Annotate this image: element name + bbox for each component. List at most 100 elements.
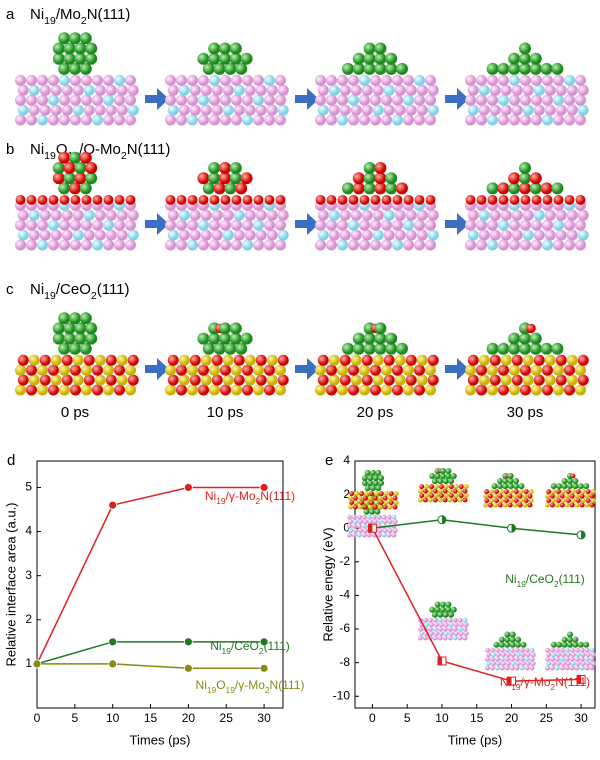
atom (520, 652, 526, 658)
atom (364, 469, 371, 476)
atom (551, 661, 557, 667)
atom (105, 209, 117, 221)
atom (442, 497, 448, 503)
atom (524, 665, 530, 671)
atom (518, 483, 525, 490)
atom (434, 606, 441, 613)
atom (533, 354, 545, 366)
atom (178, 354, 190, 366)
atom (92, 94, 103, 106)
atom (28, 104, 40, 116)
atom (361, 84, 373, 96)
atom (235, 182, 248, 195)
atom (114, 114, 125, 126)
atom (125, 194, 136, 205)
atom (519, 665, 525, 671)
atom (555, 84, 567, 96)
atom (424, 484, 430, 490)
atom (549, 647, 555, 653)
atom (489, 84, 501, 96)
atom (342, 342, 354, 355)
atom (510, 652, 516, 658)
atom (522, 229, 534, 241)
atom (392, 219, 403, 231)
atom (509, 239, 520, 251)
atom (525, 652, 531, 658)
atom (519, 42, 531, 55)
atom (127, 84, 139, 96)
atom (566, 209, 578, 221)
atom (198, 239, 209, 251)
atom (58, 62, 71, 75)
atom (381, 532, 387, 538)
atom (370, 384, 381, 396)
atom (361, 354, 373, 366)
atom (498, 636, 505, 643)
atom (507, 502, 513, 508)
atom (561, 478, 568, 485)
atom (450, 606, 457, 613)
atom (553, 94, 564, 106)
atom (264, 384, 275, 396)
atom (522, 104, 534, 116)
atom (176, 219, 187, 231)
atom (229, 52, 242, 65)
atom (509, 384, 520, 396)
atom (176, 114, 187, 126)
atom (540, 62, 553, 75)
arrow (145, 358, 169, 380)
atom (498, 94, 509, 106)
atom (553, 239, 564, 251)
arrow (145, 213, 169, 235)
atom (61, 229, 73, 241)
atom (167, 374, 179, 386)
atom (517, 502, 523, 508)
atom (527, 502, 533, 508)
atom (28, 354, 40, 366)
atom (264, 194, 275, 205)
atom (590, 489, 596, 495)
atom (219, 322, 231, 335)
atom (326, 74, 337, 86)
atom (429, 484, 435, 490)
atom (374, 342, 387, 355)
atom (326, 94, 337, 106)
atom (83, 209, 95, 221)
atom (337, 239, 348, 251)
atom (414, 219, 425, 231)
atom (494, 498, 500, 504)
atom (240, 52, 253, 65)
atom (424, 622, 430, 628)
atom (529, 647, 535, 653)
arrow (145, 88, 169, 110)
atom (570, 652, 576, 658)
atom (448, 493, 454, 499)
atom (125, 114, 136, 126)
atom (328, 209, 340, 221)
x-tick-label: 0 (34, 711, 41, 725)
atom (28, 209, 40, 221)
atom (566, 84, 578, 96)
atom (393, 491, 399, 497)
series-label-part: 19 (226, 685, 236, 695)
atom (253, 194, 264, 205)
atom (222, 374, 234, 386)
atom (432, 617, 438, 623)
atom (361, 104, 373, 116)
atom (63, 322, 76, 335)
atom (514, 656, 520, 662)
x-tick-label: 10 (435, 711, 449, 725)
atom (372, 374, 384, 386)
atom (403, 194, 414, 205)
atom (452, 488, 458, 494)
atom (266, 104, 278, 116)
atom (39, 209, 51, 221)
atom (575, 219, 586, 231)
marker (32, 659, 42, 669)
atom (564, 665, 570, 671)
atom (378, 500, 384, 506)
atom (85, 42, 98, 55)
atom (350, 84, 362, 96)
atom (427, 374, 439, 386)
atom (497, 502, 503, 508)
